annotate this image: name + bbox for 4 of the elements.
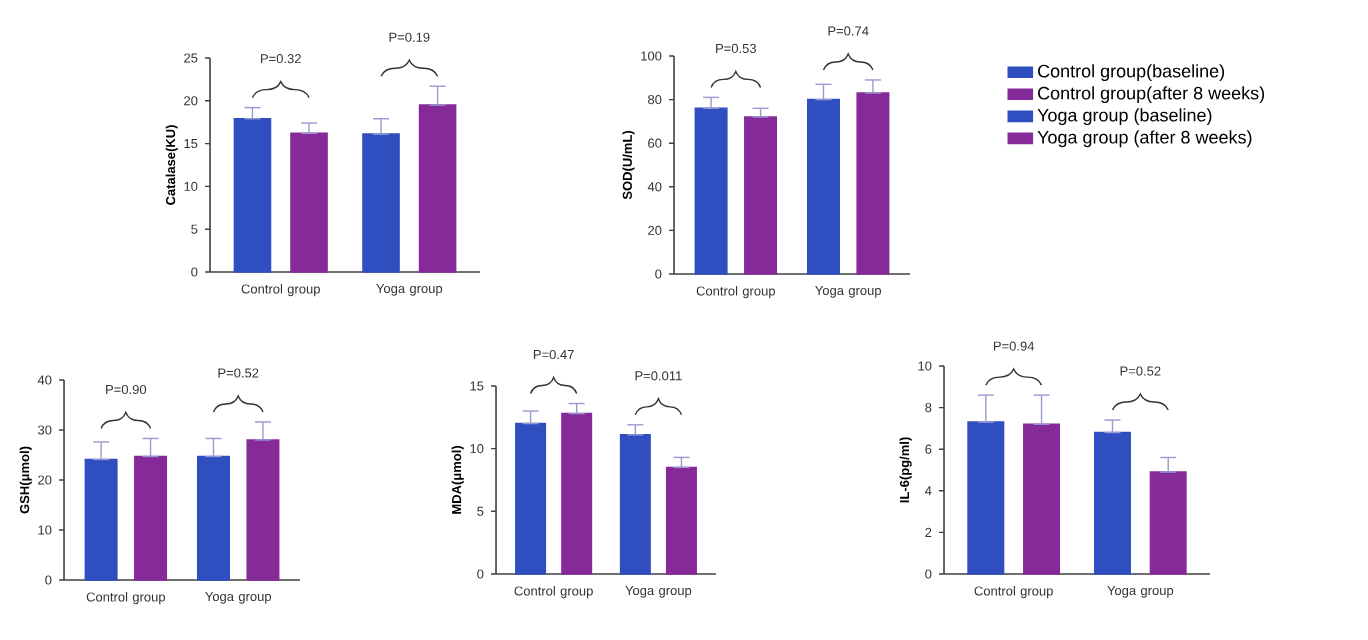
legend-label: Yoga group (baseline) bbox=[1037, 108, 1212, 126]
legend-label: Yoga group (after 8 weeks) bbox=[1037, 130, 1252, 148]
legend-label: Control group(baseline) bbox=[1038, 64, 1225, 82]
legend-label: Control group(after 8 weeks) bbox=[1038, 86, 1265, 104]
